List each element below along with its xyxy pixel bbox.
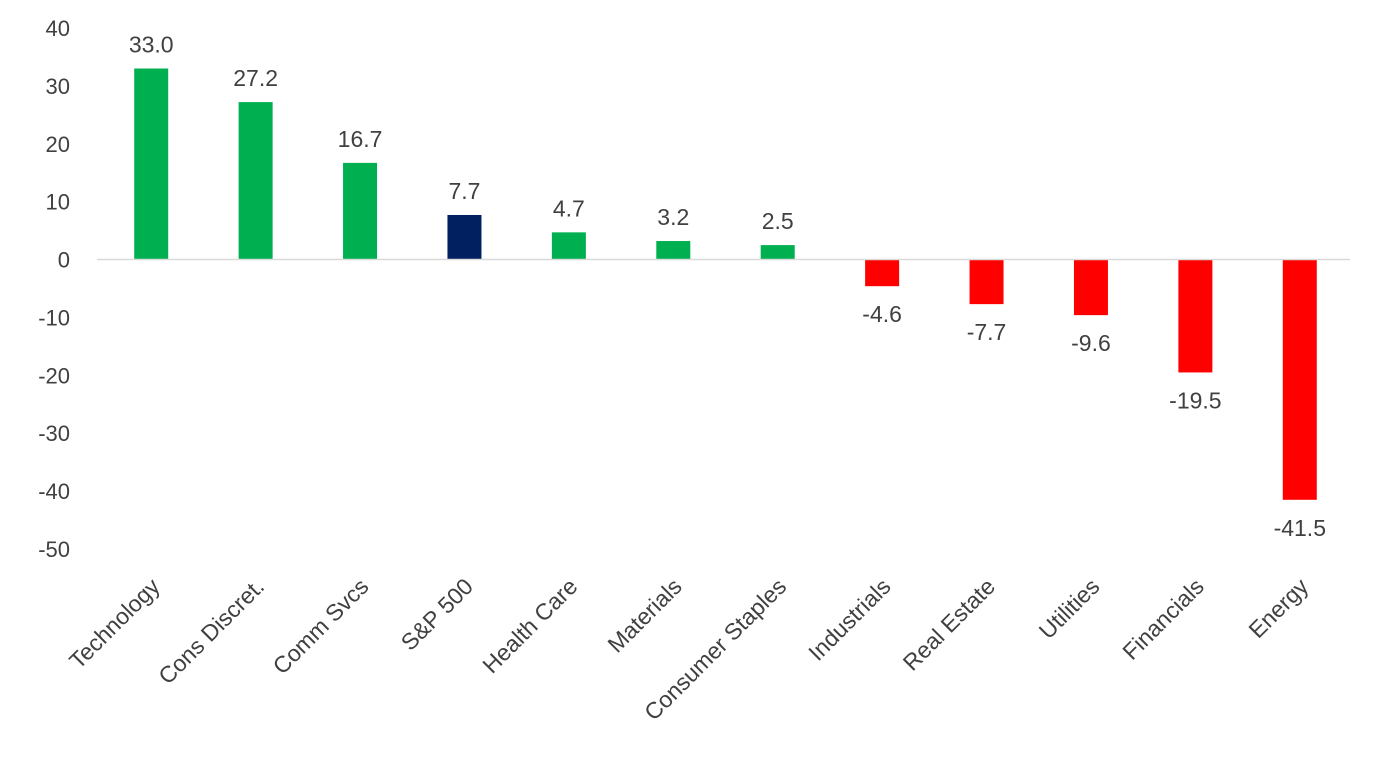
data-label: 3.2 [657,204,689,230]
bar [343,162,378,260]
data-labels: 33.0 27.2 16.7 7.7 4.7 3.2 2.5 -4.6 -7.7 -9.6 -19.… [129,32,1326,541]
y-tick-label: 0 [58,248,70,273]
y-tick-label: 30 [46,74,70,99]
data-label: 16.7 [338,126,383,152]
bar [238,102,273,260]
bar [760,245,795,260]
y-tick-label: -30 [38,421,70,446]
y-tick-label: -50 [38,537,70,562]
data-label: -41.5 [1274,515,1326,541]
bar [134,68,169,260]
y-tick-label: 20 [46,132,70,157]
data-label: -9.6 [1071,330,1111,356]
category-label: Utilities [1034,573,1105,644]
data-label: 7.7 [448,178,480,204]
data-label: 27.2 [233,65,278,91]
data-label: 2.5 [762,208,794,234]
bars [134,68,1317,500]
category-label: Technology [64,573,165,674]
category-label: Comm Svcs [268,573,374,679]
bar [551,232,586,260]
bar [1282,259,1317,500]
category-label: Materials [602,573,686,657]
bar [1178,259,1213,373]
category-label: Financials [1117,573,1209,665]
data-label: 4.7 [553,195,585,221]
y-tick-label: -40 [38,479,70,504]
category-label: Industrials [803,573,896,666]
category-label: Cons Discret. [153,573,269,689]
y-tick-label: 10 [46,190,70,215]
bar [656,241,691,260]
category-label: S&P 500 [396,573,478,655]
bar [969,259,1004,305]
bar [1073,259,1108,316]
data-label: -19.5 [1169,387,1221,413]
y-axis-tick-labels: 40 30 20 10 0 -10 -20 -30 -40 -50 [38,16,70,562]
y-tick-label: -10 [38,305,70,330]
data-label: 33.0 [129,32,174,58]
y-tick-label: -20 [38,363,70,388]
data-label: -4.6 [862,301,902,327]
y-tick-label: 40 [46,16,70,41]
bar [447,214,482,260]
category-label: Energy [1243,573,1313,643]
category-label: Health Care [477,573,582,678]
data-label: -7.7 [967,319,1007,345]
bar [865,259,900,287]
category-label: Real Estate [898,573,1000,675]
